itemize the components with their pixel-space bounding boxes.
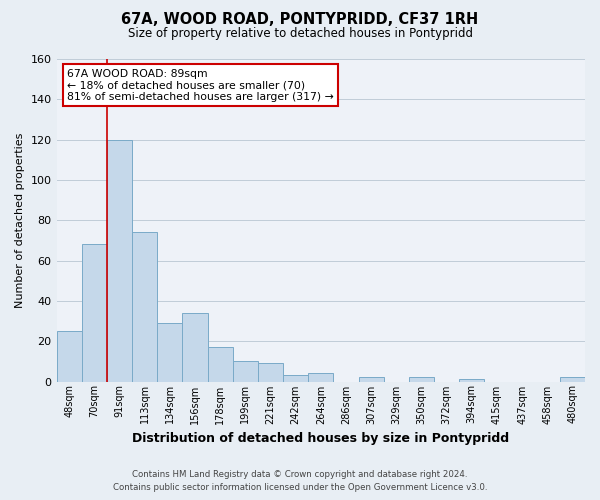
X-axis label: Distribution of detached houses by size in Pontypridd: Distribution of detached houses by size … [132,432,509,445]
Bar [157,323,182,382]
Bar [560,378,585,382]
Text: 67A, WOOD ROAD, PONTYPRIDD, CF37 1RH: 67A, WOOD ROAD, PONTYPRIDD, CF37 1RH [121,12,479,28]
Bar [82,244,107,382]
Bar [132,232,157,382]
Bar [283,376,308,382]
Text: Size of property relative to detached houses in Pontypridd: Size of property relative to detached ho… [128,28,473,40]
Text: 67A WOOD ROAD: 89sqm
← 18% of detached houses are smaller (70)
81% of semi-detac: 67A WOOD ROAD: 89sqm ← 18% of detached h… [67,68,334,102]
Bar [459,380,484,382]
Bar [308,374,334,382]
Bar [359,378,383,382]
Bar [208,347,233,382]
Text: Contains HM Land Registry data © Crown copyright and database right 2024.
Contai: Contains HM Land Registry data © Crown c… [113,470,487,492]
Bar [409,378,434,382]
Bar [258,364,283,382]
Bar [233,362,258,382]
Bar [56,331,82,382]
Bar [182,313,208,382]
Y-axis label: Number of detached properties: Number of detached properties [15,132,25,308]
Bar [107,140,132,382]
